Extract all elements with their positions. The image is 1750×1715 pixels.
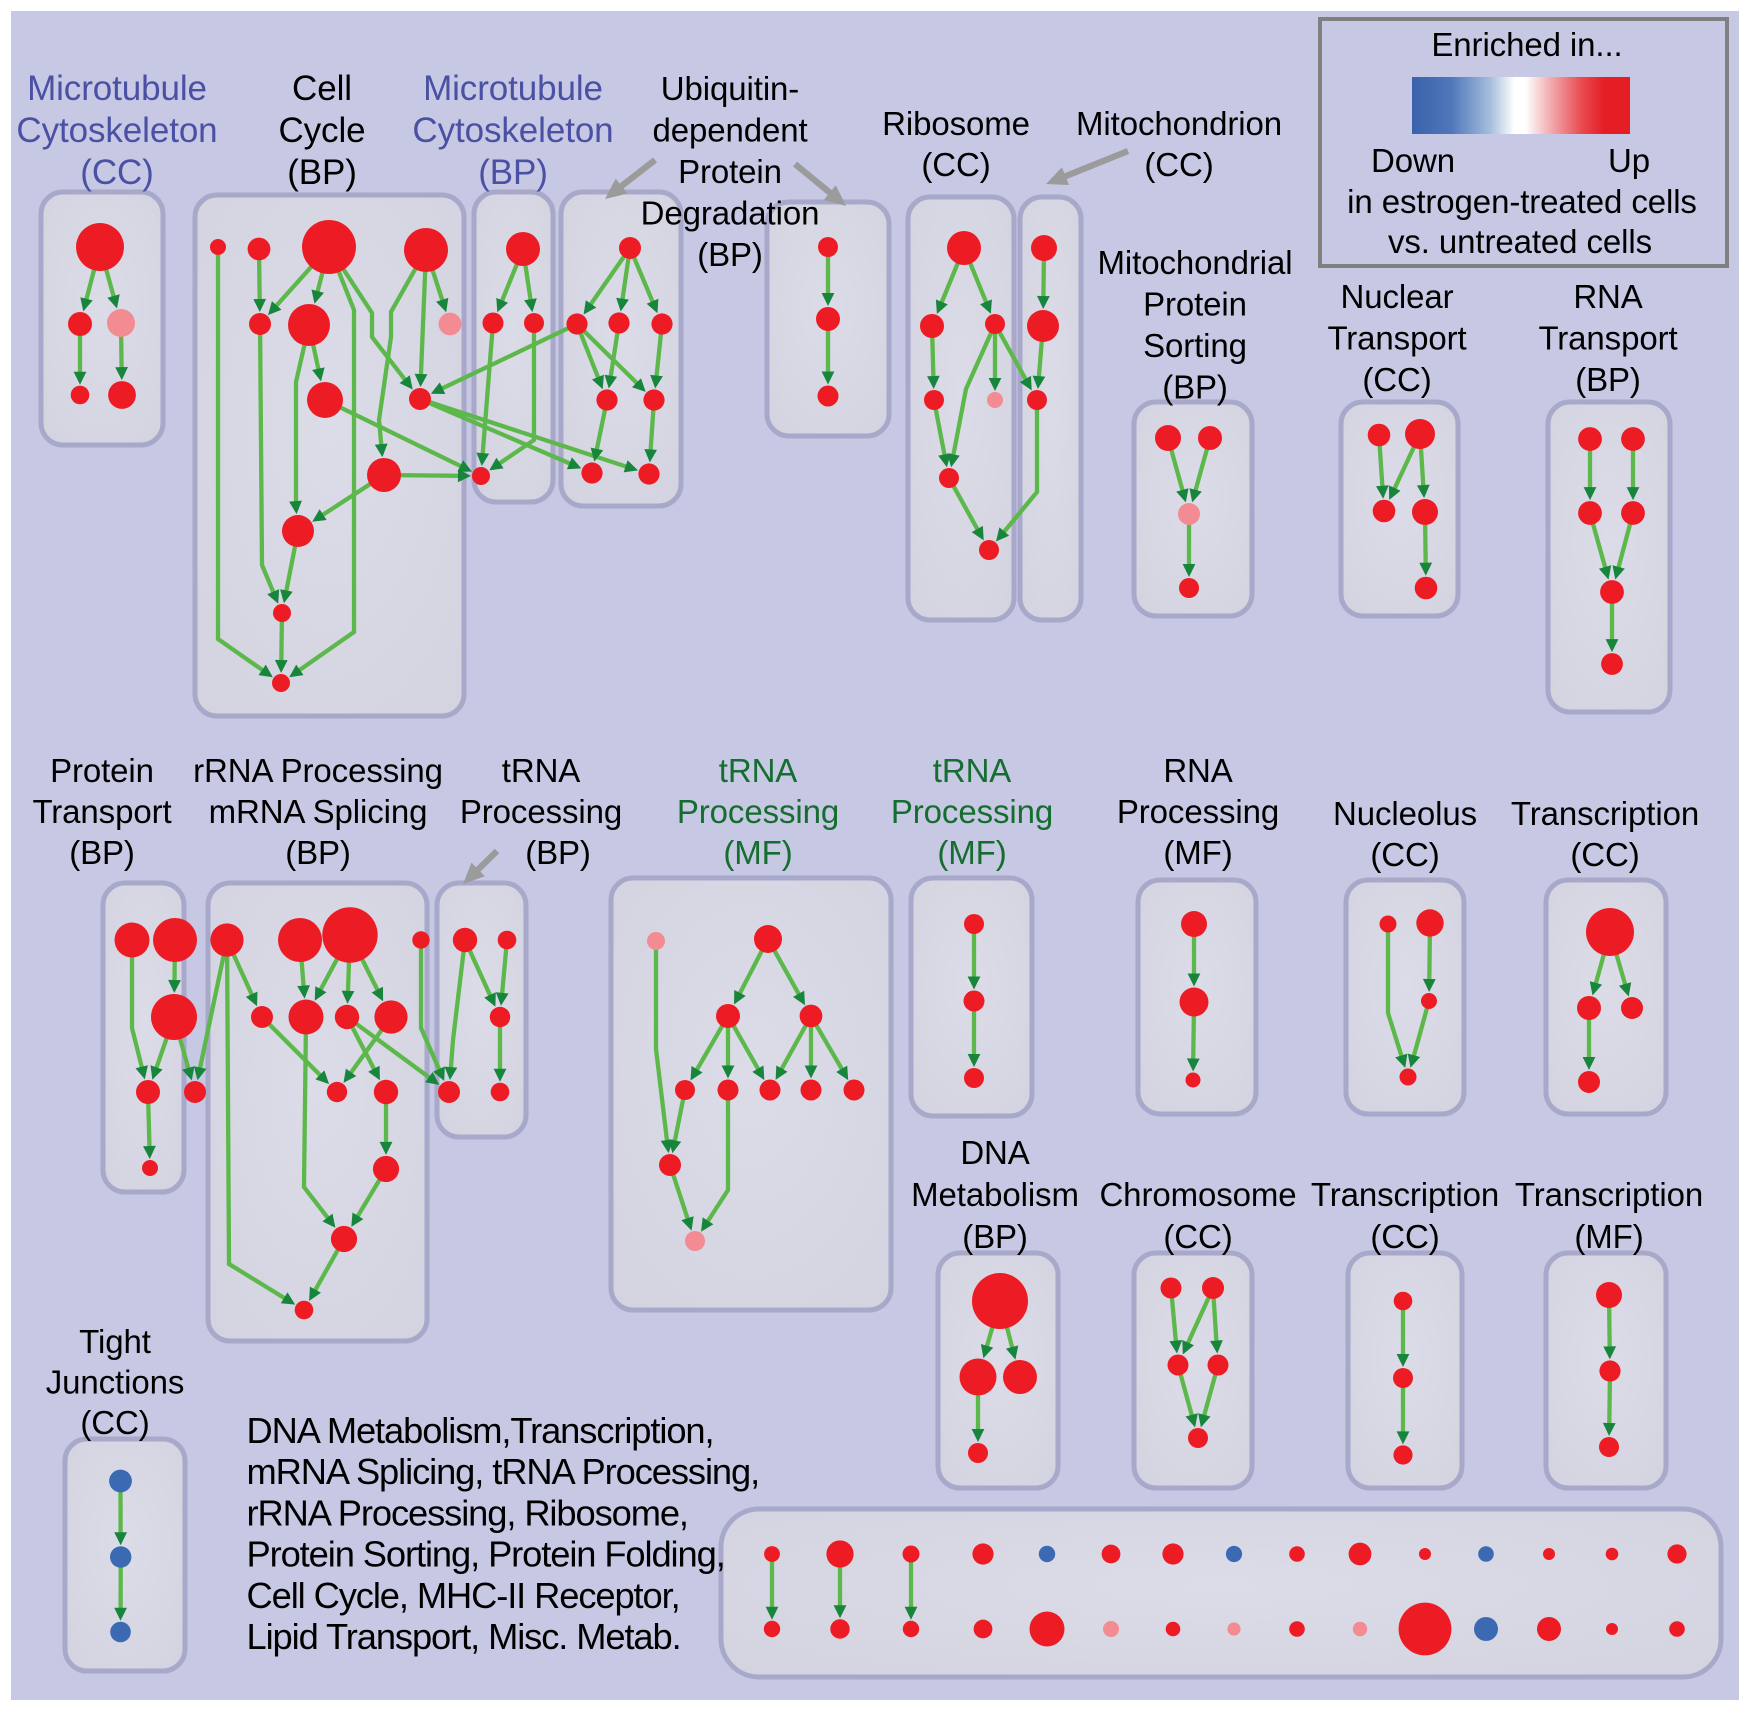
svg-text:Sorting: Sorting (1143, 327, 1247, 364)
svg-text:Protein Sorting, Protein Foldi: Protein Sorting, Protein Folding, (247, 1534, 725, 1575)
svg-text:Transport: Transport (32, 793, 171, 830)
svg-text:(MF): (MF) (937, 834, 1006, 871)
svg-text:(CC): (CC) (1144, 146, 1213, 183)
svg-text:(BP): (BP) (1162, 369, 1228, 406)
svg-text:Junctions: Junctions (46, 1364, 185, 1401)
svg-text:mRNA Splicing: mRNA Splicing (209, 793, 428, 830)
svg-text:Cytoskeleton: Cytoskeleton (16, 111, 217, 150)
svg-text:tRNA: tRNA (933, 752, 1012, 789)
svg-text:dependent: dependent (652, 112, 807, 149)
svg-text:tRNA: tRNA (719, 752, 798, 789)
svg-text:rRNA Processing, Ribosome,: rRNA Processing, Ribosome, (247, 1492, 688, 1533)
svg-text:DNA: DNA (960, 1134, 1029, 1171)
svg-text:Chromosome: Chromosome (1099, 1176, 1296, 1213)
svg-text:Cytoskeleton: Cytoskeleton (412, 111, 613, 150)
svg-text:Processing: Processing (460, 793, 622, 830)
svg-text:Protein: Protein (678, 153, 782, 190)
svg-text:(BP): (BP) (287, 153, 357, 192)
svg-text:Up: Up (1608, 142, 1650, 179)
svg-text:in estrogen-treated cells: in estrogen-treated cells (1347, 183, 1697, 220)
svg-text:vs. untreated cells: vs. untreated cells (1388, 223, 1652, 260)
svg-text:RNA: RNA (1573, 278, 1642, 315)
svg-text:(CC): (CC) (921, 146, 990, 183)
svg-text:(BP): (BP) (525, 834, 591, 871)
svg-text:(MF): (MF) (1163, 834, 1232, 871)
svg-text:(BP): (BP) (1575, 361, 1641, 398)
svg-text:Lipid Transport, Misc. Metab.: Lipid Transport, Misc. Metab. (247, 1616, 681, 1657)
svg-text:Ubiquitin-: Ubiquitin- (661, 70, 799, 107)
svg-text:Microtubule: Microtubule (423, 69, 603, 108)
svg-text:Degradation: Degradation (641, 195, 820, 232)
svg-text:(BP): (BP) (285, 834, 351, 871)
svg-text:Protein: Protein (1143, 286, 1247, 323)
svg-text:Enriched in...: Enriched in... (1431, 26, 1622, 63)
svg-text:Metabolism: Metabolism (911, 1176, 1079, 1213)
svg-text:(CC): (CC) (1370, 1218, 1439, 1255)
svg-text:tRNA: tRNA (502, 752, 581, 789)
svg-text:Ribosome: Ribosome (882, 105, 1030, 142)
svg-text:(MF): (MF) (1574, 1218, 1643, 1255)
svg-text:(CC): (CC) (80, 1404, 149, 1441)
svg-text:(CC): (CC) (1362, 361, 1431, 398)
svg-text:(BP): (BP) (478, 153, 548, 192)
svg-text:Transcription: Transcription (1515, 1176, 1703, 1213)
svg-text:rRNA Processing: rRNA Processing (193, 752, 443, 789)
svg-text:mRNA Splicing, tRNA Processing: mRNA Splicing, tRNA Processing, (247, 1451, 760, 1492)
svg-text:Nuclear: Nuclear (1340, 278, 1453, 315)
svg-text:Mitochondrial: Mitochondrial (1098, 244, 1293, 281)
svg-text:Transcription: Transcription (1311, 1176, 1499, 1213)
svg-text:(BP): (BP) (697, 236, 763, 273)
svg-text:Processing: Processing (677, 793, 839, 830)
svg-text:Processing: Processing (1117, 793, 1279, 830)
svg-text:Mitochondrion: Mitochondrion (1076, 105, 1282, 142)
svg-text:(MF): (MF) (723, 834, 792, 871)
svg-text:(CC): (CC) (1370, 836, 1439, 873)
svg-text:(CC): (CC) (80, 153, 153, 192)
svg-text:Nucleolus: Nucleolus (1333, 795, 1477, 832)
svg-text:Microtubule: Microtubule (27, 69, 207, 108)
svg-text:Transport: Transport (1327, 320, 1466, 357)
svg-text:Transcription: Transcription (1511, 795, 1699, 832)
svg-text:Processing: Processing (891, 793, 1053, 830)
svg-text:Tight: Tight (79, 1323, 151, 1360)
svg-text:Cell Cycle, MHC-II Receptor,: Cell Cycle, MHC-II Receptor, (247, 1575, 680, 1616)
svg-text:(CC): (CC) (1570, 836, 1639, 873)
svg-text:(BP): (BP) (69, 834, 135, 871)
svg-text:Cell: Cell (292, 69, 352, 108)
svg-text:Protein: Protein (50, 752, 154, 789)
svg-text:Transport: Transport (1538, 320, 1677, 357)
svg-text:DNA Metabolism,Transcription,: DNA Metabolism,Transcription, (247, 1410, 714, 1451)
svg-text:Down: Down (1371, 142, 1455, 179)
svg-text:(CC): (CC) (1163, 1218, 1232, 1255)
svg-text:Cycle: Cycle (278, 111, 365, 150)
svg-text:RNA: RNA (1163, 752, 1232, 789)
svg-text:(BP): (BP) (962, 1218, 1028, 1255)
